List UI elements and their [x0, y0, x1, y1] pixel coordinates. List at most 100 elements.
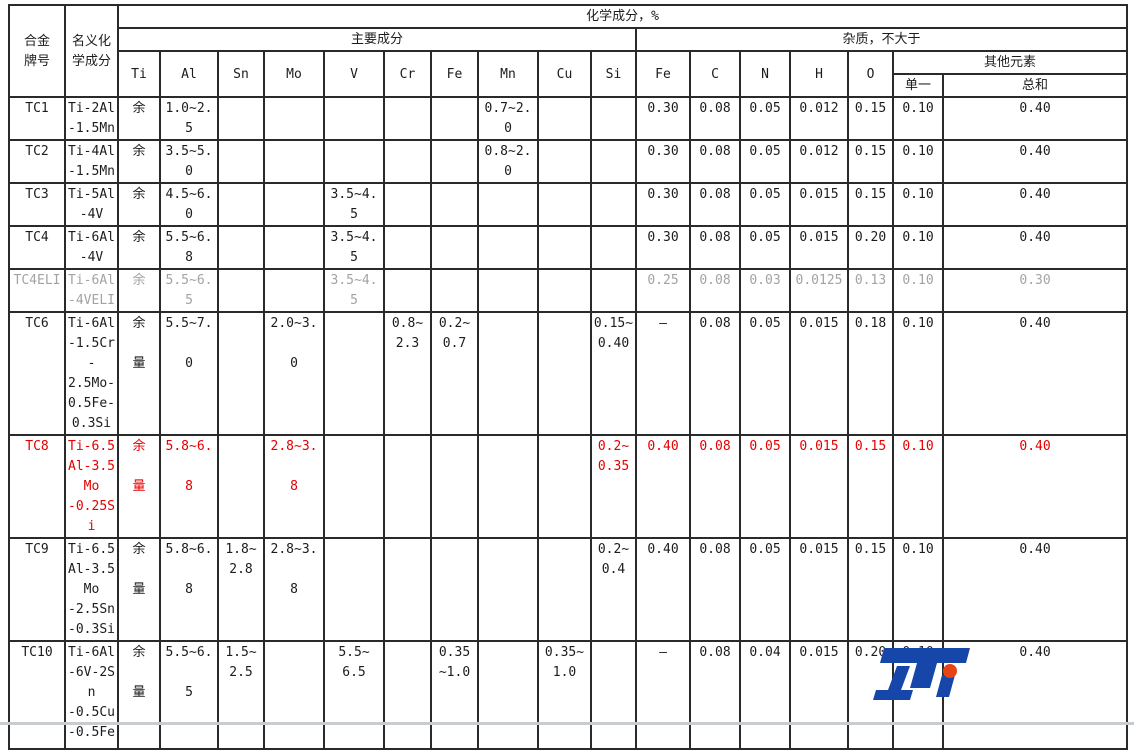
composition-cell: 0.25 — [635, 268, 691, 313]
composition-cell: 0.40 — [941, 96, 1129, 141]
composition-cell: Ti-2Al -1.5Mn — [64, 96, 119, 141]
composition-cell: 0.40 — [941, 182, 1129, 227]
table-body: TC1 Ti-2Al -1.5Mn 余 1.0~2. 5 0.7~2. 0 0.30 0.0… — [8, 96, 1129, 750]
composition-cell: 0.08 — [689, 182, 741, 227]
composition-cell — [590, 139, 637, 184]
composition-cell — [263, 139, 325, 184]
composition-cell — [217, 434, 265, 539]
composition-cell: 1.5~ 2.5 — [217, 640, 265, 750]
composition-cell: 1.0~2. 5 — [159, 96, 219, 141]
header-impurity-n: N — [739, 50, 791, 98]
composition-cell: 0.015 — [789, 182, 849, 227]
composition-cell — [323, 96, 385, 141]
table-row: TC3 Ti-5Al -4V 余 4.5~6. 0 3.5~4. 5 0.30 0.08 0.… — [8, 182, 1129, 227]
composition-cell: 0.30 — [635, 182, 691, 227]
composition-cell: Ti-6Al -1.5Cr - 2.5Mo- 0.5Fe- 0.3Si — [64, 311, 119, 436]
composition-cell: 0.08 — [689, 311, 741, 436]
composition-cell — [217, 311, 265, 436]
composition-cell: 0.10 — [892, 182, 944, 227]
composition-cell: 5.8~6. 8 — [159, 537, 219, 642]
composition-cell — [323, 537, 385, 642]
composition-cell: 0.2~ 0.4 — [590, 537, 637, 642]
composition-cell: 3.5~5. 0 — [159, 139, 219, 184]
composition-cell — [537, 96, 592, 141]
composition-cell: 0.05 — [739, 537, 791, 642]
composition-cell: 5.5~6. 8 — [159, 225, 219, 270]
composition-cell: Ti-5Al -4V — [64, 182, 119, 227]
composition-cell: – — [635, 640, 691, 750]
composition-cell: 2.8~3. 8 — [263, 537, 325, 642]
composition-cell: 余 量 — [117, 537, 161, 642]
table-row: TC2 Ti-4Al -1.5Mn 余 3.5~5. 0 0.8~2. 0 0.30 0.0… — [8, 139, 1129, 184]
composition-cell: 0.2~ 0.7 — [430, 311, 479, 436]
composition-cell — [383, 640, 432, 750]
composition-cell — [537, 434, 592, 539]
composition-cell: 余 量 — [117, 311, 161, 436]
alloy-composition-table: 合金 牌号 名义化 学成分 化学成分，% 主要成分 杂质，不大于 Ti Al S… — [8, 4, 1129, 750]
composition-cell: 余 — [117, 182, 161, 227]
header-other-elements: 其他元素 — [891, 50, 1129, 75]
composition-cell: 0.08 — [689, 268, 741, 313]
header-element-mo: Mo — [263, 50, 325, 98]
alloy-grade-cell: TC9 — [8, 537, 66, 642]
composition-cell: 0.10 — [892, 311, 944, 436]
composition-cell: Ti-6Al -4VELI — [64, 268, 119, 313]
composition-cell: 0.10 — [892, 268, 944, 313]
composition-cell — [537, 182, 592, 227]
alloy-grade-cell: TC1 — [8, 96, 66, 141]
composition-cell — [537, 225, 592, 270]
composition-cell: 0.40 — [941, 139, 1129, 184]
composition-cell: 0.05 — [739, 182, 791, 227]
composition-cell: 0.15 — [847, 537, 894, 642]
composition-cell — [323, 139, 385, 184]
composition-cell — [383, 434, 432, 539]
header-element-ti: Ti — [117, 50, 161, 98]
composition-cell: 0.10 — [892, 537, 944, 642]
composition-cell: 0.40 — [635, 537, 691, 642]
composition-cell — [217, 96, 265, 141]
composition-cell: 0.20 — [847, 225, 894, 270]
header-element-si: Si — [590, 50, 637, 98]
composition-cell — [263, 268, 325, 313]
composition-cell: 0.012 — [789, 96, 849, 141]
composition-cell — [383, 182, 432, 227]
header-nominal-composition: 名义化 学成分 — [64, 4, 119, 98]
composition-cell: 3.5~4. 5 — [323, 225, 385, 270]
composition-cell: 0.08 — [689, 640, 741, 750]
composition-cell: 5.5~7. 0 — [159, 311, 219, 436]
composition-cell: 0.08 — [689, 139, 741, 184]
composition-cell: 0.8~ 2.3 — [383, 311, 432, 436]
composition-cell: 0.05 — [739, 225, 791, 270]
composition-cell: 0.35~ 1.0 — [537, 640, 592, 750]
composition-cell — [590, 640, 637, 750]
composition-cell — [477, 537, 539, 642]
composition-cell — [383, 139, 432, 184]
logo-letter-l-foot — [873, 690, 913, 700]
composition-cell — [263, 640, 325, 750]
alloy-grade-cell: TC3 — [8, 182, 66, 227]
header-element-v: V — [323, 50, 385, 98]
composition-cell — [477, 182, 539, 227]
composition-cell: 余 — [117, 268, 161, 313]
alloy-table-container: 合金 牌号 名义化 学成分 化学成分，% 主要成分 杂质，不大于 Ti Al S… — [8, 4, 1129, 750]
composition-cell — [430, 268, 479, 313]
header-element-sn: Sn — [217, 50, 265, 98]
composition-cell: 0.40 — [941, 225, 1129, 270]
header-element-mn: Mn — [477, 50, 539, 98]
composition-cell: 4.5~6. 0 — [159, 182, 219, 227]
table-row: TC4ELI Ti-6Al -4VELI 余 5.5~6. 5 3.5~4. 5 0.25… — [8, 268, 1129, 313]
composition-cell — [537, 139, 592, 184]
composition-cell: 0.7~2. 0 — [477, 96, 539, 141]
table-row: TC1 Ti-2Al -1.5Mn 余 1.0~2. 5 0.7~2. 0 0.30 0.0… — [8, 96, 1129, 141]
alloy-grade-cell: TC4 — [8, 225, 66, 270]
composition-cell: 0.2~ 0.35 — [590, 434, 637, 539]
composition-cell — [537, 311, 592, 436]
composition-cell — [430, 537, 479, 642]
composition-cell: 0.13 — [847, 268, 894, 313]
composition-cell: 0.08 — [689, 434, 741, 539]
composition-cell: 0.40 — [941, 311, 1129, 436]
composition-cell: Ti-6Al -6V-2S n -0.5Cu -0.5Fe — [64, 640, 119, 750]
composition-cell: 0.30 — [941, 268, 1129, 313]
composition-cell: Ti-6Al -4V — [64, 225, 119, 270]
